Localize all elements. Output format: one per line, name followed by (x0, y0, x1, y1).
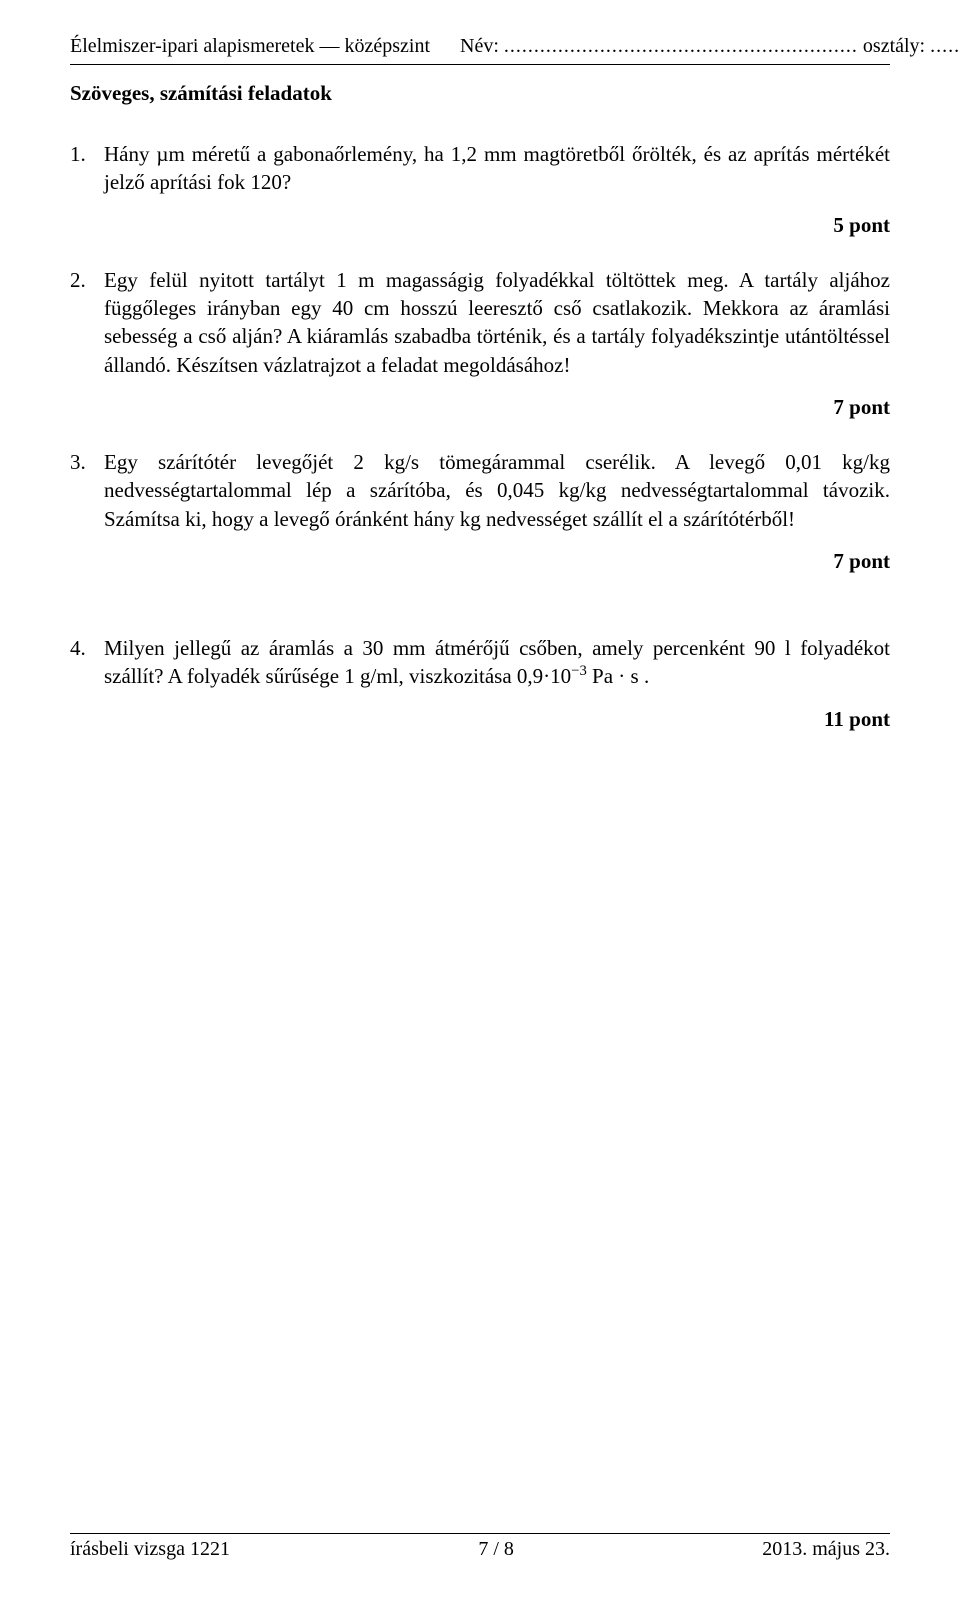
subject-title: Élelmiszer-ipari alapismeretek — középsz… (70, 35, 430, 58)
task-4-points: 11 pont (70, 707, 890, 732)
task-4: 4. Milyen jellegű az áramlás a 30 mm átm… (70, 634, 890, 691)
header-rule (70, 64, 890, 65)
footer-right: 2013. május 23. (762, 1538, 890, 1561)
page-header: Élelmiszer-ipari alapismeretek — középsz… (70, 35, 890, 58)
name-dots: ........................................… (504, 35, 858, 57)
task-3-points: 7 pont (70, 549, 890, 574)
footer-left: írásbeli vizsga 1221 (70, 1538, 230, 1561)
task-1-number: 1. (70, 140, 104, 197)
task-3: 3. Egy szárítótér levegőjét 2 kg/s tömeg… (70, 448, 890, 533)
class-dots: ...... (930, 35, 960, 57)
task-3-number: 3. (70, 448, 104, 533)
section-title: Szöveges, számítási feladatok (70, 81, 890, 106)
task-4-number: 4. (70, 634, 104, 691)
task-4-text-after: Pa · s . (587, 664, 649, 688)
task-4-text-before: Milyen jellegű az áramlás a 30 mm átmérő… (104, 636, 890, 688)
task-1: 1. Hány µm méretű a gabonaőrlemény, ha 1… (70, 140, 890, 197)
task-1-points: 5 pont (70, 213, 890, 238)
task-1-text: Hány µm méretű a gabonaőrlemény, ha 1,2 … (104, 140, 890, 197)
footer-center: 7 / 8 (478, 1538, 514, 1561)
footer-rule (70, 1533, 890, 1534)
exam-page: Élelmiszer-ipari alapismeretek — középsz… (0, 0, 960, 1601)
task-3-text: Egy szárítótér levegőjét 2 kg/s tömegára… (104, 448, 890, 533)
page-footer: írásbeli vizsga 1221 7 / 8 2013. május 2… (70, 1533, 890, 1561)
class-label: osztály: (863, 35, 925, 57)
task-2-text: Egy felül nyitott tartályt 1 m magassági… (104, 266, 890, 379)
name-field: Név: ...................................… (460, 35, 960, 58)
task-2: 2. Egy felül nyitott tartályt 1 m magass… (70, 266, 890, 379)
task-2-number: 2. (70, 266, 104, 379)
task-4-exponent: −3 (571, 663, 587, 679)
name-label: Név: (460, 35, 499, 57)
task-2-points: 7 pont (70, 395, 890, 420)
task-4-text: Milyen jellegű az áramlás a 30 mm átmérő… (104, 634, 890, 691)
